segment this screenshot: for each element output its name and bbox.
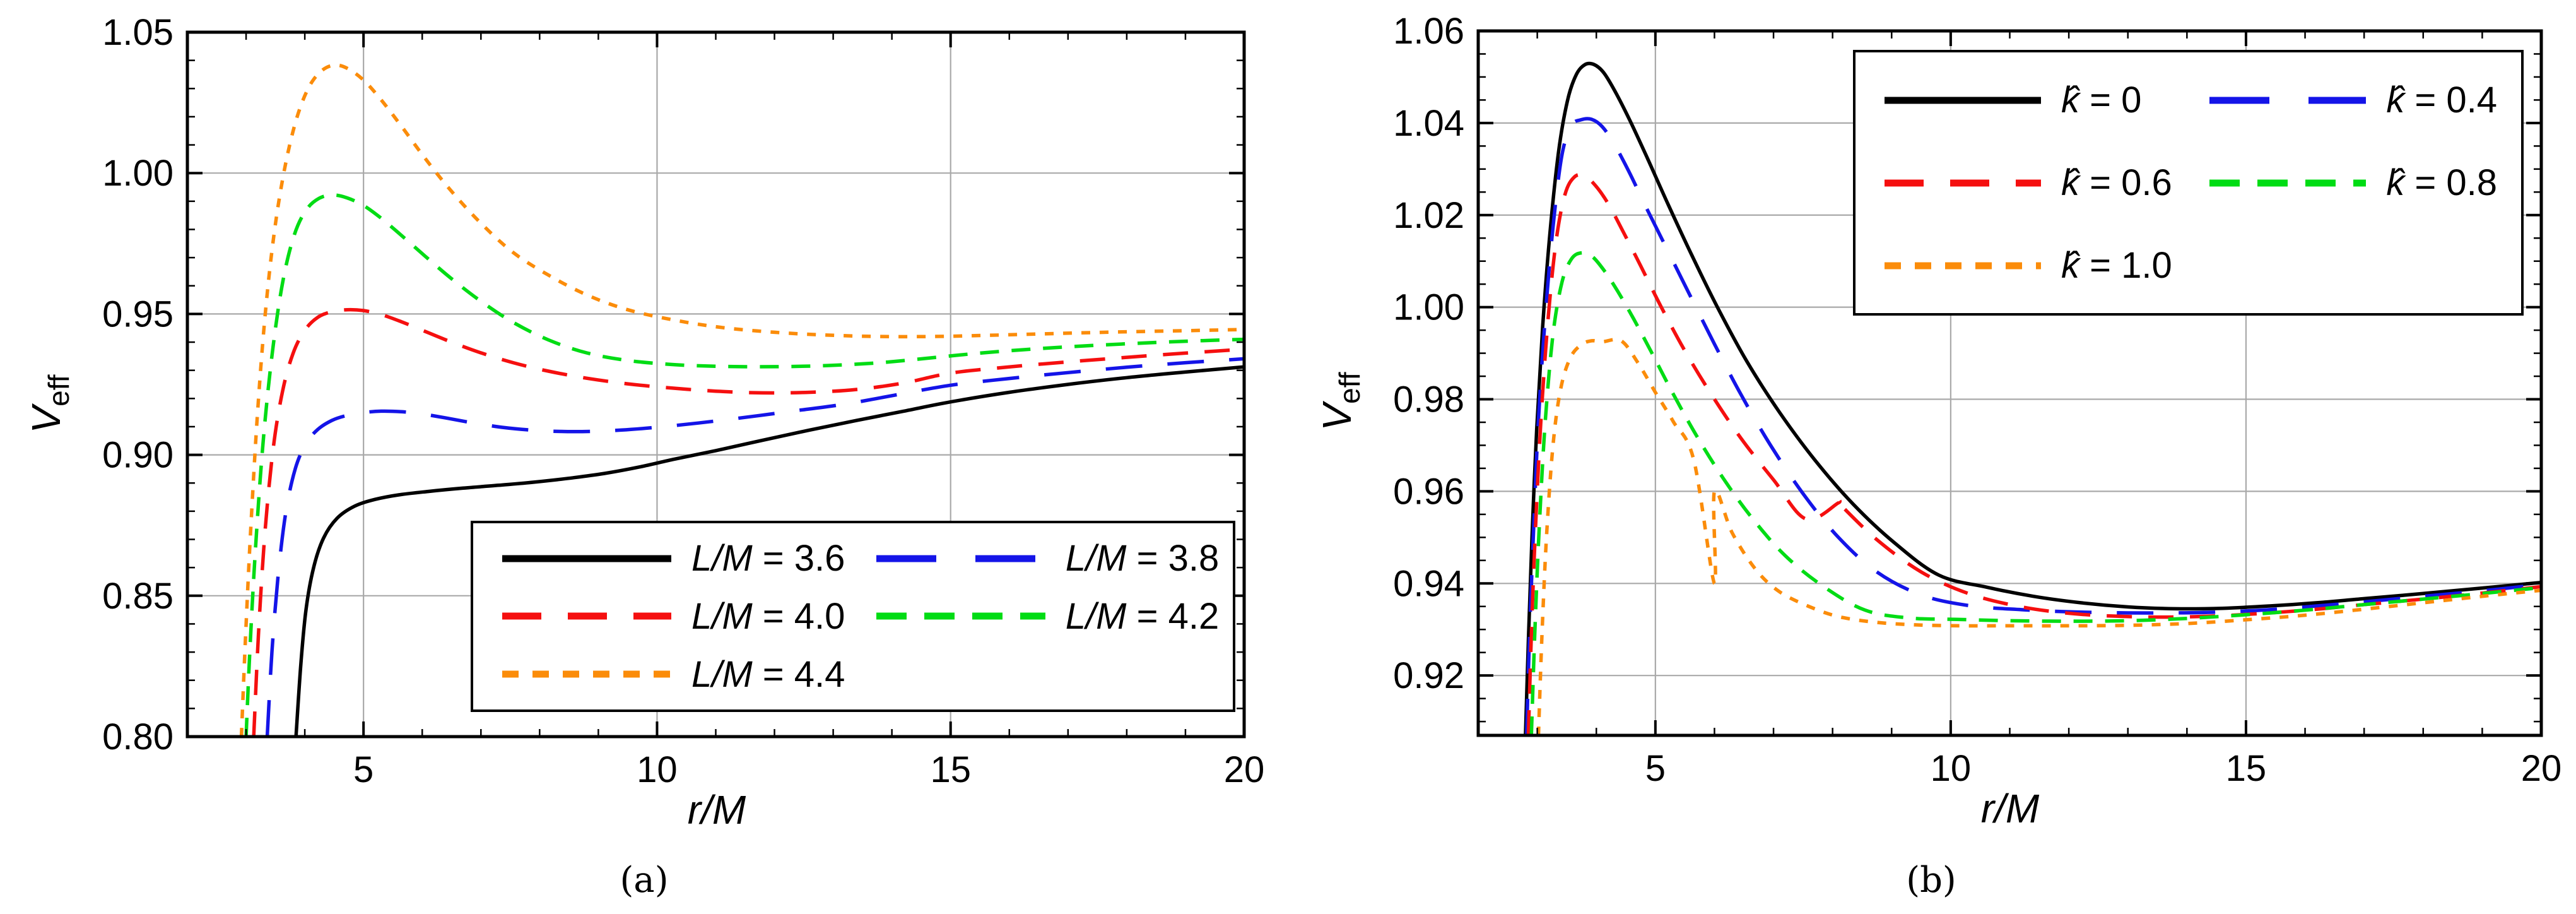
legend-item-label: L/M = 4.4: [691, 653, 845, 695]
legend-item-label: L/M = 3.6: [691, 538, 845, 579]
legend-item: k̂ = 0: [1883, 79, 2208, 121]
y-tick-label: 0.98: [1393, 379, 1464, 420]
legend-item-label: k̂ = 1.0: [2061, 245, 2172, 286]
legend-item-label: k̂ = 0.6: [2061, 162, 2172, 203]
legend-swatch-icon: [876, 555, 1045, 562]
y-axis-label-a: Veff: [23, 374, 75, 434]
x-tick-label: 10: [637, 749, 678, 790]
legend-item: k̂ = 0.4: [2208, 79, 2508, 121]
legend-row: L/M = 3.6 L/M = 3.8: [501, 537, 1220, 579]
legend-item-label: k̂ = 0.8: [2386, 162, 2498, 203]
legend-item-label: L/M = 4.2: [1065, 595, 1220, 637]
series-k-0: [1524, 61, 2541, 735]
y-tick-label: 0.80: [102, 716, 173, 757]
legend-item-label: k̂ = 0: [2061, 80, 2142, 121]
legend-item: L/M = 3.6: [501, 537, 875, 579]
legend-item: L/M = 3.8: [875, 537, 1220, 579]
series-l-m-4.0: [252, 307, 1244, 737]
legend-b: k̂ = 0 k̂ = 0.4 k̂ = 0.6 k̂ = 0.8 k̂ = 1.0: [1853, 50, 2524, 316]
y-tick-label: 0.85: [102, 576, 173, 617]
legend-swatch-icon: [1885, 97, 2041, 104]
x-tick-label: 5: [1645, 748, 1666, 789]
series-k-0.4: [1525, 117, 2541, 735]
y-tick-label: 0.94: [1393, 563, 1464, 604]
x-tick-label: 20: [1224, 749, 1265, 790]
legend-row: L/M = 4.0 L/M = 4.2: [501, 595, 1220, 638]
legend-swatch-icon: [1885, 179, 2041, 186]
x-tick-label: 5: [353, 749, 373, 790]
y-tick-label: 0.90: [102, 435, 173, 476]
series-k-0.8: [1529, 251, 2541, 735]
legend-item-label: L/M = 4.0: [691, 595, 845, 637]
legend-item: k̂ = 1.0: [1883, 244, 2208, 287]
y-tick-label: 1.06: [1393, 11, 1464, 52]
series-l-m-4.4: [239, 63, 1244, 737]
legend-row: k̂ = 1.0: [1883, 244, 2508, 287]
legend-row: L/M = 4.4: [501, 653, 1220, 696]
x-tick-label: 15: [2226, 748, 2267, 789]
legend-swatch-icon: [1885, 262, 2041, 269]
y-tick-label: 1.02: [1393, 195, 1464, 236]
legend-item: L/M = 4.0: [501, 595, 875, 638]
legend-row: k̂ = 0.6 k̂ = 0.8: [1883, 162, 2508, 204]
y-tick-label: 1.05: [102, 12, 173, 53]
legend-item: L/M = 4.4: [501, 653, 875, 696]
y-tick-label: 1.04: [1393, 103, 1464, 144]
series-l-m-3.6: [294, 365, 1244, 737]
legend-swatch-icon: [502, 555, 671, 562]
legend-swatch-icon: [876, 612, 1045, 620]
legend-item: k̂ = 0.6: [1883, 162, 2208, 204]
x-axis-label-b: r/M: [1980, 786, 2040, 831]
legend-swatch-icon: [502, 612, 671, 620]
x-axis-label-a: r/M: [687, 787, 746, 833]
legend-swatch-icon: [2209, 97, 2367, 104]
legend-swatch-icon: [502, 670, 671, 678]
x-tick-label: 15: [930, 749, 971, 790]
y-tick-label: 0.96: [1393, 471, 1464, 512]
legend-item-label: L/M = 3.8: [1065, 538, 1220, 579]
y-axis-label-b: Veff: [1314, 372, 1366, 431]
y-tick-label: 0.95: [102, 294, 173, 335]
legend-swatch-icon: [2209, 179, 2367, 186]
y-tick-label: 1.00: [1393, 287, 1464, 328]
legend-item-label: k̂ = 0.4: [2386, 80, 2498, 121]
legend-item: k̂ = 0.8: [2208, 162, 2508, 204]
x-tick-label: 10: [1931, 748, 1972, 789]
legend-item: L/M = 4.2: [875, 595, 1220, 638]
legend-row: k̂ = 0 k̂ = 0.4: [1883, 79, 2508, 121]
series-k-0.6: [1526, 173, 2541, 735]
series-l-m-4.2: [244, 193, 1244, 737]
x-tick-label: 20: [2521, 748, 2562, 789]
y-tick-label: 1.00: [102, 153, 173, 194]
caption-b: (b): [1906, 860, 1956, 901]
series-k-1.0: [1536, 338, 2541, 735]
legend-a: L/M = 3.6 L/M = 3.8 L/M = 4.0 L/M = 4.2 L/M …: [471, 521, 1235, 712]
caption-a: (a): [620, 860, 669, 901]
y-tick-label: 0.92: [1393, 655, 1464, 696]
